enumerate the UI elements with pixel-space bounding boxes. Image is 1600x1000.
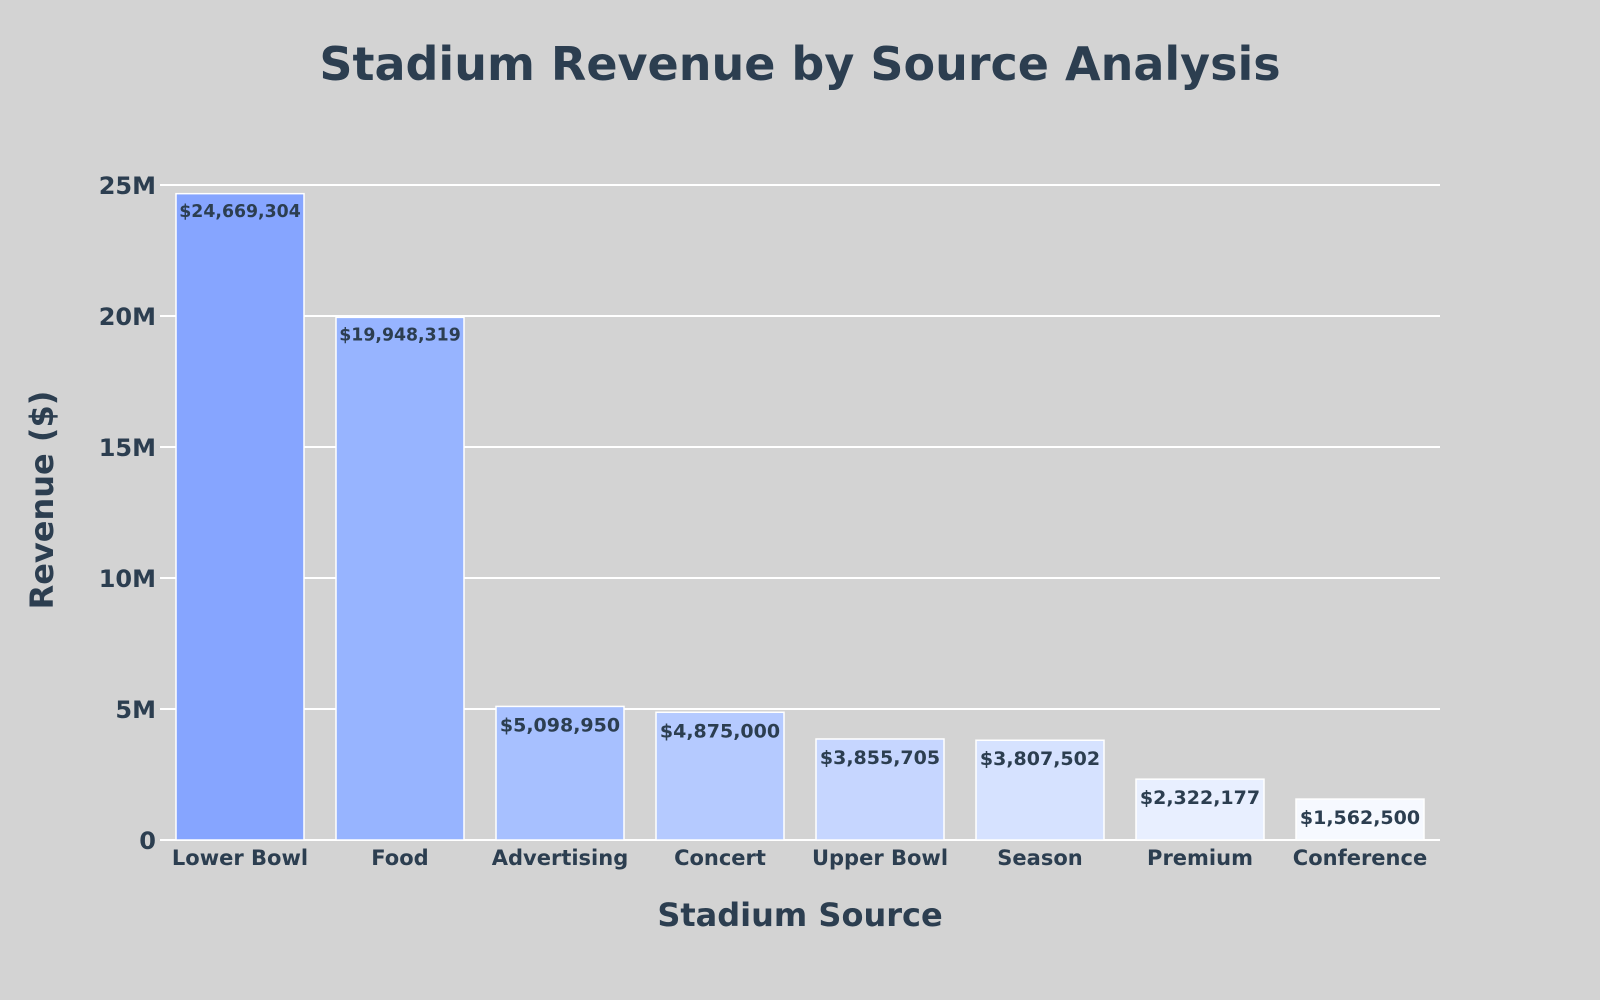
x-axis-title: Stadium Source [657,896,942,934]
x-tick-label: Upper Bowl [812,846,948,870]
y-tick-label: 20M [99,303,156,331]
x-tick-label: Food [371,846,428,870]
bar-concert [655,711,785,841]
data-label: $5,098,950 [500,714,620,736]
bar-conference [1295,798,1425,841]
y-tick-label: 10M [99,565,156,593]
data-label: $3,855,705 [820,747,940,769]
data-label: $1,562,500 [1300,807,1420,829]
bar-lower-bowl [175,192,305,841]
bar-advertising [495,705,625,841]
data-label: $19,948,319 [339,326,460,346]
x-tick-label: Lower Bowl [172,846,308,870]
data-label: $2,322,177 [1140,787,1260,809]
y-tick-label: 5M [115,696,156,724]
data-label: $4,875,000 [660,720,780,742]
x-axis-categories: Lower Bowl Food Advertising Concert Upper Bo… [172,846,1427,870]
chart-title: Stadium Revenue by Source Analysis [319,37,1280,91]
y-tick-label: 15M [99,434,156,462]
x-tick-label: Advertising [492,846,629,870]
data-label: $24,669,304 [179,202,300,222]
y-axis-ticks: 0 5M 10M 15M 20M 25M [99,172,156,855]
data-label: $3,807,502 [980,748,1100,770]
x-tick-label: Conference [1293,846,1427,870]
y-tick-label: 25M [99,172,156,200]
bar-season [975,739,1105,841]
x-tick-label: Season [997,846,1082,870]
bars-layer: $24,669,304 $19,948,319 $5,098,950 $4,875,0… [175,192,1425,841]
bar-food [335,316,465,841]
y-axis-title: Revenue ($) [23,391,61,610]
y-tick-label: 0 [139,827,156,855]
x-tick-label: Premium [1147,846,1253,870]
bar-premium [1135,778,1265,841]
x-tick-label: Concert [674,846,766,870]
bar-upper-bowl [815,738,945,841]
